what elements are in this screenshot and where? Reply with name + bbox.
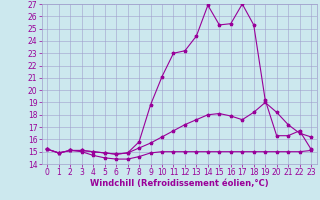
X-axis label: Windchill (Refroidissement éolien,°C): Windchill (Refroidissement éolien,°C) (90, 179, 268, 188)
